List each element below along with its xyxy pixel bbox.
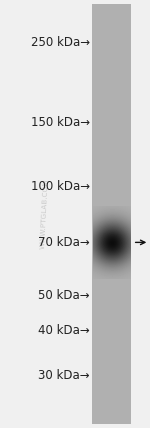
Text: 50 kDa→: 50 kDa→ [38, 288, 90, 302]
Text: 70 kDa→: 70 kDa→ [38, 236, 90, 249]
Text: WWW.PTGLAB.COM: WWW.PTGLAB.COM [40, 179, 50, 249]
Text: 40 kDa→: 40 kDa→ [38, 324, 90, 336]
Text: 150 kDa→: 150 kDa→ [31, 116, 90, 130]
Bar [92, 4, 131, 424]
Text: 250 kDa→: 250 kDa→ [31, 36, 90, 50]
Text: 100 kDa→: 100 kDa→ [31, 180, 90, 193]
Text: 30 kDa→: 30 kDa→ [38, 369, 90, 382]
